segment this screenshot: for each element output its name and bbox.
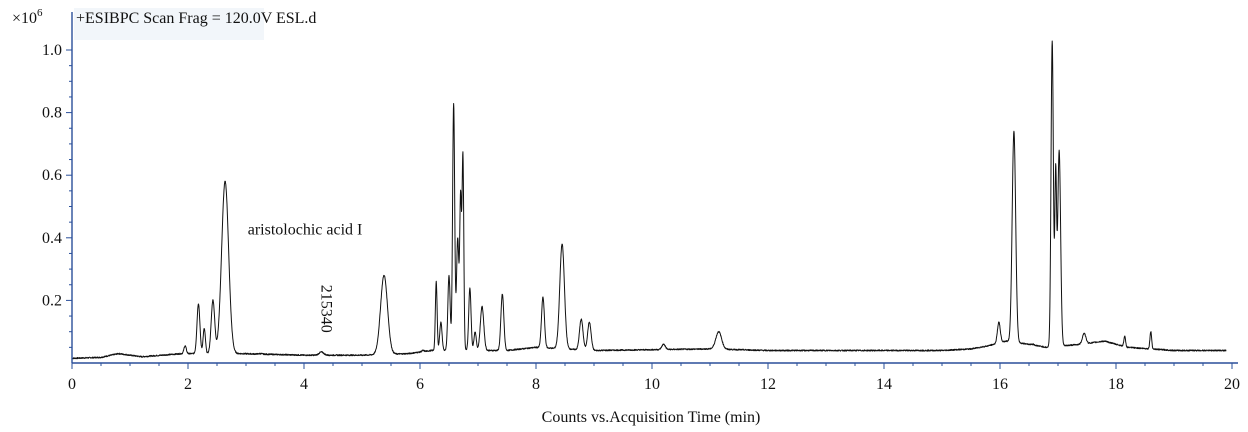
annotation-group: aristolochic acid I 215340 <box>248 222 363 333</box>
chart-title: +ESIBPC Scan Frag = 120.0V ESL.d <box>76 10 316 27</box>
x-tick-label: 6 <box>416 376 424 393</box>
x-tick-label: 0 <box>68 376 76 393</box>
y-tick-label: 0.2 <box>42 292 62 309</box>
x-tick-label: 16 <box>992 376 1008 393</box>
title-box <box>74 8 264 40</box>
annotation-label: 215340 <box>317 285 334 333</box>
x-tick-label: 4 <box>300 376 308 393</box>
y-tick-label: 0.4 <box>42 230 62 247</box>
x-tick-label: 14 <box>876 376 892 393</box>
plot-area <box>71 40 1227 360</box>
x-tick-label: 12 <box>760 376 776 393</box>
x-tick-group: 0 2 4 6 8 10 12 14 16 18 20 <box>68 363 1240 393</box>
x-tick-label: 10 <box>644 376 660 393</box>
y-multiplier: ×106 <box>12 7 43 27</box>
x-tick-label: 2 <box>184 376 192 393</box>
y-tick-group: 0.2 0.4 0.6 0.8 1.0 <box>42 42 72 348</box>
x-tick-label: 8 <box>532 376 540 393</box>
y-tick-label: 0.8 <box>42 105 62 122</box>
chromatogram-trace <box>71 40 1227 360</box>
x-axis-label: Counts vs.Acquisition Time (min) <box>542 409 761 426</box>
y-tick-label: 1.0 <box>42 42 62 59</box>
y-tick-label: 0.6 <box>42 167 62 184</box>
annotation-label: aristolochic acid I <box>248 222 363 239</box>
x-tick-label: 18 <box>1108 376 1124 393</box>
x-tick-label: 20 <box>1224 376 1240 393</box>
